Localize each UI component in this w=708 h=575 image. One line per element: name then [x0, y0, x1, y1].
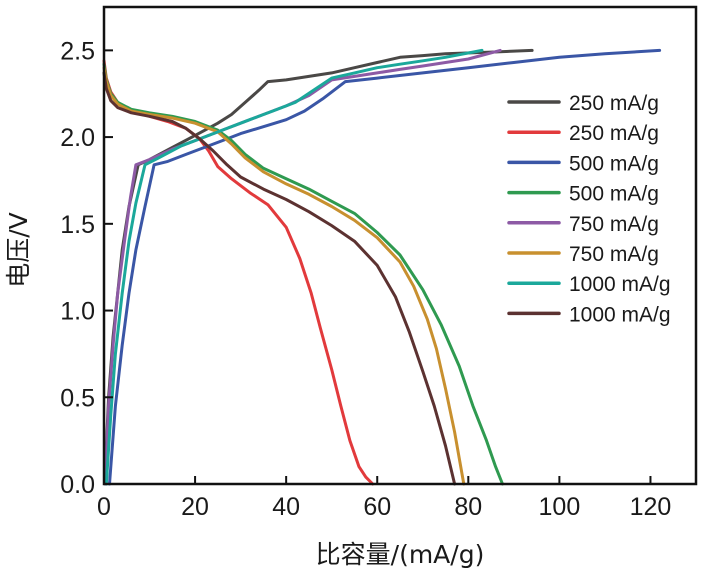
legend-item: 250 mA/g: [507, 92, 659, 115]
x-tick-label: 20: [181, 493, 209, 521]
x-tick-label: 80: [454, 493, 482, 521]
y-axis: 0.0 0.5 1.0 1.5 2.0 2.5: [60, 37, 113, 499]
legend-label: 250 mA/g: [569, 122, 659, 145]
x-tick-label: 100: [539, 493, 581, 521]
y-tick-label: 1.5: [60, 211, 95, 239]
x-tick-label: 40: [272, 493, 300, 521]
x-axis: 0 20 40 60 80 100 120: [97, 476, 671, 521]
x-tick-label: 0: [97, 493, 111, 521]
legend-item: 500 mA/g: [507, 152, 659, 175]
plot-lines: [102, 48, 662, 486]
legend-label: 1000 mA/g: [569, 303, 671, 326]
series-line-250-ma-gcharge: [103, 48, 534, 469]
legend-item: 250 mA/g: [507, 122, 659, 145]
series-line-500-ma-gdischarge: [102, 62, 504, 486]
y-tick-label: 2.0: [60, 124, 95, 152]
series-line-500-ma-gcharge: [108, 48, 662, 486]
legend: 250 mA/g 250 mA/g 500 mA/g 500 mA/g 750 mA/g…: [507, 92, 671, 326]
series-line-750-ma-gdischarge: [102, 66, 466, 486]
x-tick-label: 60: [363, 493, 391, 521]
legend-item: 1000 mA/g: [507, 303, 671, 326]
y-axis-title: 电压/V: [4, 212, 33, 288]
legend-item: 750 mA/g: [507, 243, 659, 266]
legend-label: 500 mA/g: [569, 152, 659, 175]
y-tick-label: 1.0: [60, 298, 95, 326]
x-axis-title: 比容量/(mA/g): [316, 540, 485, 569]
y-tick-label: 2.5: [60, 37, 95, 65]
legend-item: 500 mA/g: [507, 183, 659, 206]
y-tick-label: 0.5: [60, 384, 95, 412]
legend-item: 1000 mA/g: [507, 273, 671, 296]
y-tick-label: 0.0: [60, 471, 95, 499]
legend-label: 1000 mA/g: [569, 273, 671, 296]
legend-item: 750 mA/g: [507, 213, 659, 236]
legend-label: 250 mA/g: [569, 92, 659, 115]
series-line-1000-ma-gcharge: [104, 48, 484, 486]
legend-label: 750 mA/g: [569, 243, 659, 266]
legend-label: 750 mA/g: [569, 213, 659, 236]
legend-label: 500 mA/g: [569, 183, 659, 206]
x-tick-label: 120: [630, 493, 672, 521]
series-line-1000-ma-gdischarge: [102, 71, 457, 486]
plot-frame: [102, 5, 698, 486]
